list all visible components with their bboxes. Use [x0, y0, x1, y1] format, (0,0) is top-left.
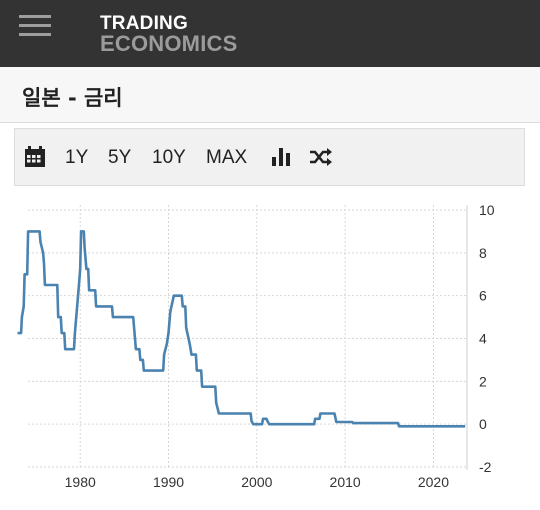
series-line	[17, 230, 466, 428]
bar-chart-icon[interactable]	[271, 147, 291, 167]
y-tick-label: 10	[479, 202, 495, 218]
logo-trading-text[interactable]: TRADING	[100, 13, 188, 34]
top-navigation-bar: TRADING ECONOMICS	[0, 0, 540, 67]
hamburger-menu-icon[interactable]	[19, 15, 51, 37]
page-title: 일본 - 금리	[22, 86, 123, 110]
interest-rate-chart: 10 8 6 4 2 0 -2 1980 1990 2000 2010 2020	[17, 202, 495, 490]
range-5y-button[interactable]: 5Y	[108, 147, 132, 168]
x-tick-label: 2020	[418, 474, 449, 490]
page-title-bar: 일본 - 금리	[0, 67, 540, 123]
calendar-icon[interactable]	[24, 146, 46, 168]
y-tick-label: 0	[479, 416, 487, 432]
y-tick-label: 8	[479, 245, 487, 261]
y-tick-label: -2	[479, 459, 492, 475]
range-1y-button[interactable]: 1Y	[65, 147, 89, 168]
logo-economics-text[interactable]: ECONOMICS	[100, 31, 238, 56]
chart-toolbar: 1Y 5Y 10Y MAX	[14, 128, 525, 186]
range-max-button[interactable]: MAX	[206, 147, 248, 168]
x-tick-label: 2000	[241, 474, 272, 490]
x-tick-label: 1990	[153, 474, 184, 490]
y-tick-label: 2	[479, 373, 487, 389]
range-10y-button[interactable]: 10Y	[152, 147, 186, 168]
x-tick-label: 2010	[330, 474, 361, 490]
y-tick-label: 6	[479, 288, 487, 304]
shuffle-icon[interactable]	[309, 147, 333, 167]
chart-area: 10 8 6 4 2 0 -2 1980 1990 2000 2010 2020	[14, 190, 525, 505]
y-tick-label: 4	[479, 331, 487, 347]
x-tick-label: 1980	[65, 474, 96, 490]
